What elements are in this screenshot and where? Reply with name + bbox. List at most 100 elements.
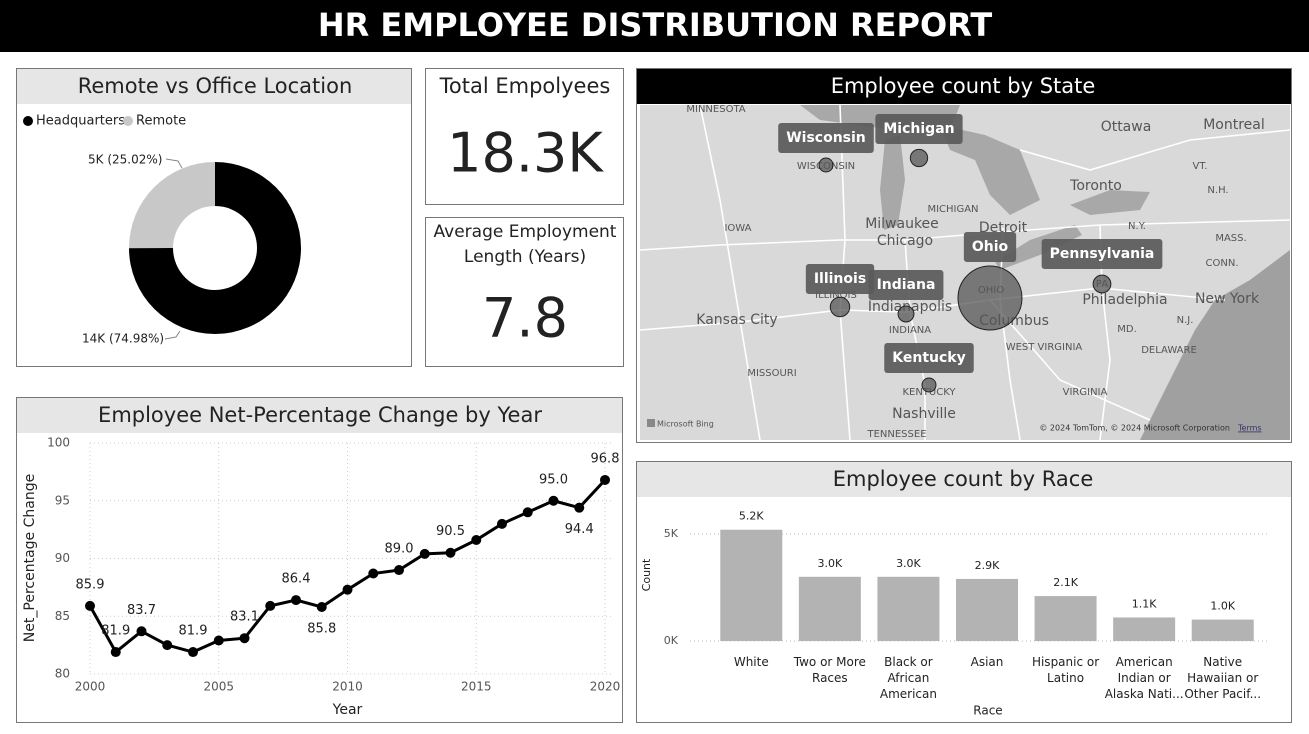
map-attribution: © 2024 TomTom, © 2024 Microsoft Corporat… <box>1039 424 1230 433</box>
state-bubble <box>897 305 915 323</box>
state-label: Indiana <box>877 277 936 293</box>
x-tick-label-box: White <box>734 655 769 669</box>
card-header <box>17 69 411 104</box>
x-tick-label: Hispanic or Latino <box>1031 655 1100 685</box>
line-point <box>239 633 250 644</box>
state-label-box <box>805 264 875 294</box>
place-label: MASS. <box>1215 233 1246 244</box>
x-tick-label-box: Asian <box>971 655 1004 669</box>
card-title-box: Average Employment Length (Years) <box>434 222 617 267</box>
data-label: 14K (74.98%) <box>82 332 164 346</box>
state-label: Wisconsin <box>786 130 866 146</box>
line-point <box>471 535 482 546</box>
line-point <box>497 518 507 529</box>
x-tick-label: Black or African American <box>879 655 937 701</box>
line-point <box>213 635 224 646</box>
place-label: INDIANA <box>889 325 931 336</box>
y-tick-label: 80 <box>55 667 70 681</box>
y-tick-label: 85 <box>55 609 70 623</box>
donut-slice <box>129 162 301 335</box>
x-axis-title: Race <box>973 704 1002 718</box>
state-bubble <box>818 157 834 173</box>
card-title: Employee count by State <box>831 74 1096 98</box>
data-label: 85.9 <box>76 577 105 592</box>
state-label: Kentucky <box>892 350 965 366</box>
place-label: TENNESSEE <box>866 429 926 440</box>
line-point <box>522 507 533 518</box>
data-label: 81.9 <box>179 624 208 639</box>
x-tick-label-box: Native Hawaiian or Other Pacif... <box>1184 655 1262 701</box>
data-label: 89.0 <box>385 542 414 557</box>
line-point <box>162 640 173 651</box>
y-axis-title: Net_Percentage Change <box>22 474 38 642</box>
data-label: 81.9 <box>101 624 130 639</box>
place-label: Chicago <box>877 233 933 249</box>
state-label: Pennsylvania <box>1050 246 1155 262</box>
data-label: 2.9K <box>975 559 1000 572</box>
state-bubble <box>909 148 929 168</box>
place-label: Kansas City <box>696 312 777 328</box>
state-bubble <box>957 265 1023 331</box>
place-label: New York <box>1195 291 1260 307</box>
place-label: MISSOURI <box>747 368 796 379</box>
data-label: 2.1K <box>1053 576 1078 589</box>
place-label: Toronto <box>1069 178 1122 194</box>
place-label: KENTUCKY <box>902 387 956 398</box>
data-label: 94.4 <box>565 522 594 537</box>
place-label: N.J. <box>1177 315 1194 326</box>
line-point <box>548 495 559 506</box>
data-label: 83.7 <box>127 603 156 618</box>
x-tick-label: 2015 <box>461 680 492 694</box>
data-label: 95.0 <box>539 472 568 487</box>
x-tick-label: Two or More Races <box>793 655 866 685</box>
bar <box>956 578 1018 641</box>
line-point <box>445 547 456 558</box>
place-label: DELAWARE <box>1141 345 1197 356</box>
data-label: 5K (25.02%) <box>88 153 162 167</box>
place-label: MD. <box>1117 324 1137 335</box>
x-tick-label-box: Hispanic or Latino <box>1031 655 1100 685</box>
place-label: Philadelphia <box>1082 292 1167 308</box>
map-layer: MINNESOTAWISCONSINMICHIGANOttawaMontreal… <box>647 105 1265 440</box>
y-tick-label: 100 <box>47 436 70 450</box>
line-point <box>600 474 610 485</box>
place-label: CONN. <box>1206 258 1239 269</box>
legend-marker <box>123 116 133 126</box>
line-point <box>188 647 198 658</box>
x-tick-label: 2005 <box>203 680 234 694</box>
card-header <box>637 462 1291 497</box>
x-tick-label-box: Two or More Races <box>793 655 866 685</box>
bar <box>1191 619 1254 641</box>
data-label: 1.0K <box>1210 600 1235 613</box>
line-point <box>136 626 147 637</box>
y-tick-label: 95 <box>55 493 70 507</box>
place-label: ILLINOIS <box>815 290 857 301</box>
header-bar <box>0 0 1309 52</box>
x-tick-label: 2020 <box>590 680 621 694</box>
state-label-box <box>884 343 974 373</box>
line-point <box>316 602 327 613</box>
logo-icon <box>647 419 655 427</box>
state-label-box <box>1041 239 1163 269</box>
state-label-box <box>963 232 1017 262</box>
x-tick-label: Native Hawaiian or Other Pacif... <box>1184 655 1262 701</box>
state-label: Ohio <box>972 239 1009 255</box>
state-bubble <box>1092 274 1112 294</box>
bar <box>1113 617 1176 641</box>
page-title: HR EMPLOYEE DISTRIBUTION REPORT <box>318 6 993 44</box>
data-label: 96.8 <box>591 451 620 466</box>
card-title: Employee Net-Percentage Change by Year <box>98 403 542 427</box>
kpi-card <box>425 217 624 367</box>
place-label: Milwaukee <box>865 216 939 232</box>
line-point <box>342 584 353 595</box>
bar <box>798 576 861 641</box>
data-label: 1.1K <box>1132 597 1157 610</box>
place-label: VT. <box>1193 161 1208 172</box>
data-label: 83.1 <box>230 610 259 625</box>
place-label: Ottawa <box>1101 119 1152 135</box>
map-terms[interactable]: Terms <box>1237 424 1262 433</box>
state-label: Michigan <box>883 121 954 137</box>
card-title: Remote vs Office Location <box>78 74 353 98</box>
card-header <box>637 69 1291 104</box>
